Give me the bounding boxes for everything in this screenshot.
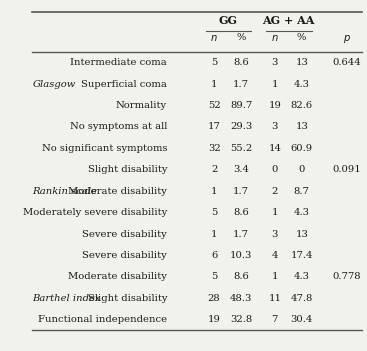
Text: 1.7: 1.7 (233, 187, 249, 196)
Text: 0.778: 0.778 (333, 272, 361, 282)
Text: 28: 28 (208, 294, 221, 303)
Text: $\mathit{n}$: $\mathit{n}$ (271, 33, 279, 43)
Text: 3: 3 (272, 58, 278, 67)
Text: Superficial coma: Superficial coma (81, 80, 167, 88)
Text: 8.6: 8.6 (233, 208, 249, 217)
Text: 19: 19 (268, 101, 281, 110)
Text: %: % (236, 33, 246, 42)
Text: 19: 19 (208, 315, 221, 324)
Text: 5: 5 (211, 58, 217, 67)
Text: Moderate disability: Moderate disability (68, 187, 167, 196)
Text: 2: 2 (272, 187, 278, 196)
Text: GG: GG (218, 15, 237, 26)
Text: 0.091: 0.091 (333, 165, 361, 174)
Text: 7: 7 (272, 315, 278, 324)
Text: 0.644: 0.644 (333, 58, 361, 67)
Text: 1: 1 (272, 208, 278, 217)
Text: 1.7: 1.7 (233, 80, 249, 88)
Text: 1: 1 (211, 80, 217, 88)
Text: Intermediate coma: Intermediate coma (70, 58, 167, 67)
Text: 8.6: 8.6 (233, 272, 249, 282)
Text: 4.3: 4.3 (294, 272, 310, 282)
Text: AG + AA: AG + AA (262, 15, 315, 26)
Text: 13: 13 (295, 58, 308, 67)
Text: 32.8: 32.8 (230, 315, 252, 324)
Text: 8.7: 8.7 (294, 187, 310, 196)
Text: Slight disability: Slight disability (87, 294, 167, 303)
Text: 89.7: 89.7 (230, 101, 252, 110)
Text: 47.8: 47.8 (290, 294, 313, 303)
Text: 4: 4 (272, 251, 278, 260)
Text: Severe disability: Severe disability (82, 230, 167, 239)
Text: Moderate disability: Moderate disability (68, 272, 167, 282)
Text: Severe disability: Severe disability (82, 251, 167, 260)
Text: 13: 13 (295, 230, 308, 239)
Text: 5: 5 (211, 272, 217, 282)
Text: No symptoms at all: No symptoms at all (70, 122, 167, 131)
Text: 10.3: 10.3 (230, 251, 252, 260)
Text: 3: 3 (272, 122, 278, 131)
Text: 30.4: 30.4 (290, 315, 313, 324)
Text: 0: 0 (272, 165, 278, 174)
Text: Functional independence: Functional independence (38, 315, 167, 324)
Text: 60.9: 60.9 (291, 144, 313, 153)
Text: 8.6: 8.6 (233, 58, 249, 67)
Text: 11: 11 (268, 294, 281, 303)
Text: 1: 1 (272, 272, 278, 282)
Text: 3: 3 (272, 230, 278, 239)
Text: 48.3: 48.3 (230, 294, 252, 303)
Text: $\mathit{n}$: $\mathit{n}$ (210, 33, 218, 43)
Text: 2: 2 (211, 165, 217, 174)
Text: 14: 14 (268, 144, 281, 153)
Text: 4.3: 4.3 (294, 80, 310, 88)
Text: 1: 1 (211, 230, 217, 239)
Text: Normality: Normality (116, 101, 167, 110)
Text: 1: 1 (211, 187, 217, 196)
Text: 1.7: 1.7 (233, 230, 249, 239)
Text: 17.4: 17.4 (290, 251, 313, 260)
Text: Moderately severe disability: Moderately severe disability (23, 208, 167, 217)
Text: 55.2: 55.2 (230, 144, 252, 153)
Text: 52: 52 (208, 101, 221, 110)
Text: 5: 5 (211, 208, 217, 217)
Text: %: % (297, 33, 306, 42)
Text: 4.3: 4.3 (294, 208, 310, 217)
Text: Barthel index: Barthel index (32, 294, 101, 303)
Text: 1: 1 (272, 80, 278, 88)
Text: 6: 6 (211, 251, 217, 260)
Text: 29.3: 29.3 (230, 122, 252, 131)
Text: 13: 13 (295, 122, 308, 131)
Text: 82.6: 82.6 (291, 101, 313, 110)
Text: 0: 0 (298, 165, 305, 174)
Text: Slight disability: Slight disability (87, 165, 167, 174)
Text: 32: 32 (208, 144, 221, 153)
Text: Rankin scale: Rankin scale (32, 187, 97, 196)
Text: 3.4: 3.4 (233, 165, 249, 174)
Text: $\mathit{p}$: $\mathit{p}$ (343, 33, 351, 45)
Text: No significant symptoms: No significant symptoms (41, 144, 167, 153)
Text: 17: 17 (208, 122, 221, 131)
Text: Glasgow: Glasgow (32, 80, 76, 88)
